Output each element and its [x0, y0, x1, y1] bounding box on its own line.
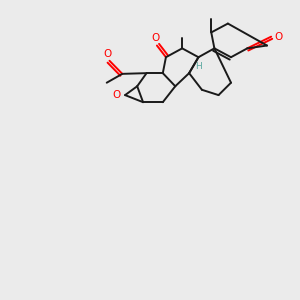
- Text: O: O: [104, 49, 112, 59]
- Text: H: H: [195, 62, 202, 71]
- Text: O: O: [112, 90, 121, 100]
- Text: O: O: [275, 32, 283, 42]
- Text: O: O: [151, 33, 160, 43]
